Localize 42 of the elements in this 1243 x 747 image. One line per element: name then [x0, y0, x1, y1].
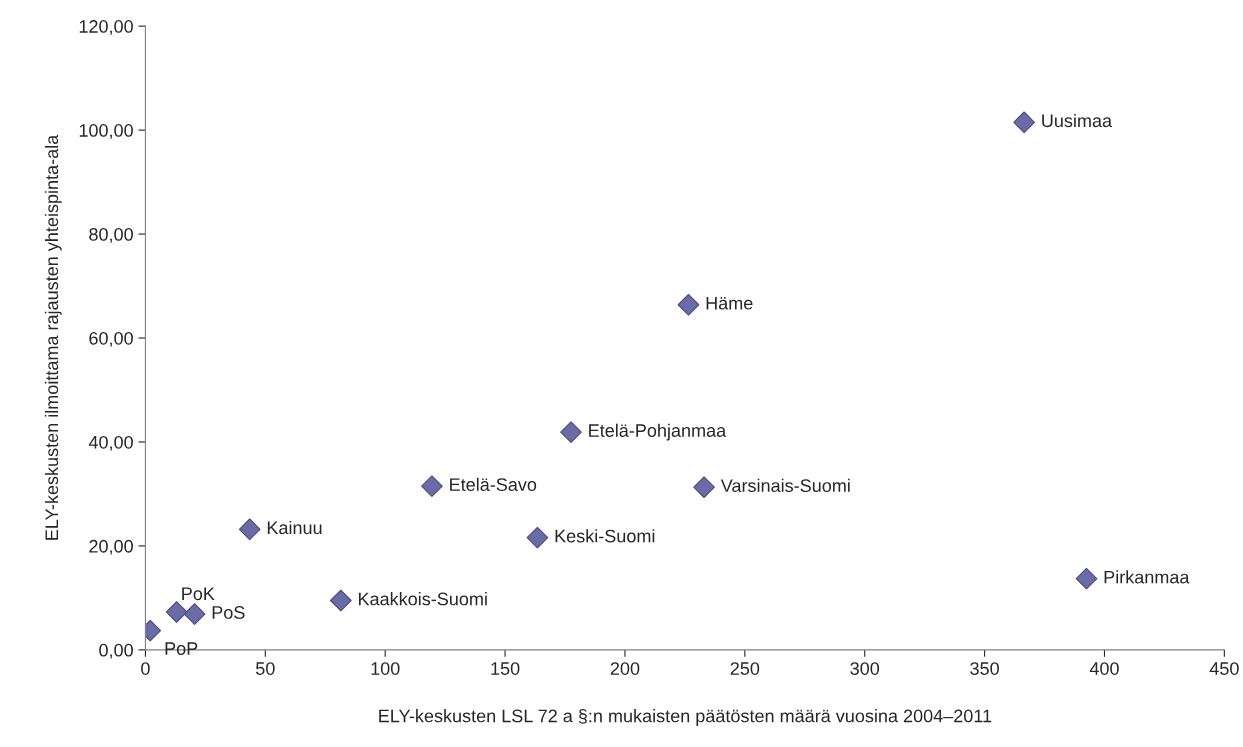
annotation: Etelä-Pohjanmaa [589, 423, 727, 441]
annotation: Kainuu [267, 520, 322, 535]
point [183, 603, 206, 625]
annotation: Kaakkois-Suomi [358, 592, 487, 606]
x-tick-label: 150 [491, 662, 520, 675]
y-tick-label: 60,00 [89, 331, 133, 347]
annotation: Pirkanmaa [1104, 570, 1190, 584]
point [1013, 111, 1036, 134]
x-axis-title: ELY-keskusten LSL 72 a §:n mukaisten päätösten määrä vuosina 2004–2011 [379, 709, 992, 726]
point [693, 476, 715, 499]
annotation: Keski-Suomi [555, 529, 655, 543]
x-tick-label: 50 [255, 662, 275, 675]
y-tick-label: 0,00 [99, 643, 133, 659]
point [238, 518, 261, 541]
point [1075, 567, 1098, 590]
annotation: Etelä-Savo [450, 477, 537, 491]
x-tick-label: 350 [970, 662, 999, 675]
annotation: PoK [182, 587, 215, 601]
point [526, 526, 549, 549]
annotation: Häme [706, 297, 753, 310]
x-tick-label: 450 [1209, 662, 1239, 675]
x-tick-label: 100 [371, 662, 400, 675]
point [421, 475, 443, 498]
point [560, 421, 582, 443]
x-tick-label: 250 [730, 662, 760, 675]
x-tick-label: 200 [610, 662, 640, 675]
x-tick-label: 0 [141, 662, 150, 675]
annotation: PoP [165, 642, 198, 655]
annotation: PoS [212, 606, 245, 619]
x-tick-label: 400 [1089, 662, 1119, 675]
point [329, 589, 352, 612]
y-tick-label: 20,00 [89, 539, 133, 555]
y-tick-label: 120,00 [79, 20, 133, 35]
x-tick-label: 300 [850, 662, 880, 675]
annotation: Varsinais-Suomi [720, 478, 850, 493]
y-tick-label: 100,00 [79, 124, 133, 139]
y-tick-label: 80,00 [89, 227, 133, 243]
annotation: Uusimaa [1042, 113, 1113, 128]
y-tick-label: 40,00 [88, 435, 133, 451]
y-axis-title: ELY-keskusten ilmoittama rajausten yhteispinta-ala [44, 134, 62, 540]
point [677, 293, 700, 316]
point [165, 601, 188, 623]
